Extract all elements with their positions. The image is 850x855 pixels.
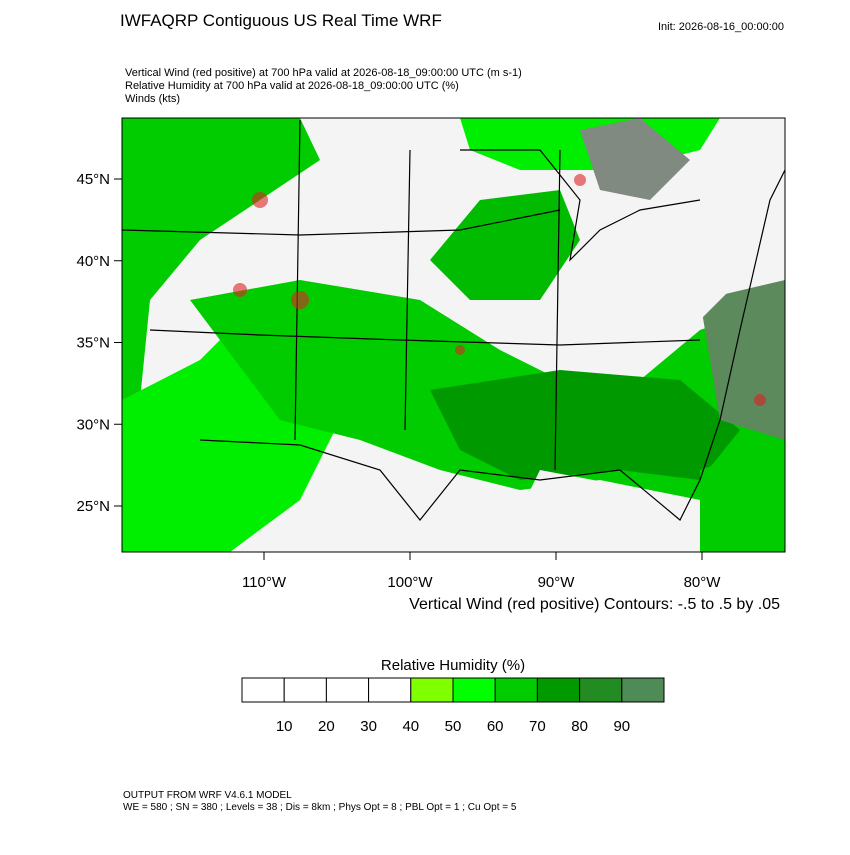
colorbar-title: Relative Humidity (%) (381, 657, 525, 674)
lon-label: 80°W (684, 574, 722, 591)
header-line: Vertical Wind (red positive) at 700 hPa … (125, 67, 522, 79)
colorbar-label: 60 (487, 718, 504, 735)
colorbar-box (452, 677, 496, 703)
colorbar-box (283, 677, 327, 703)
contour-note: Vertical Wind (red positive) Contours: -… (409, 596, 780, 613)
map-frame (121, 117, 786, 553)
footer-line: WE = 580 ; SN = 380 ; Levels = 38 ; Dis … (123, 802, 517, 813)
lon-label: 90°W (538, 574, 576, 591)
colorbar-label: 90 (613, 718, 630, 735)
lat-label: 25°N (76, 498, 110, 515)
init-time: Init: 2026-08-16_00:00:00 (658, 21, 784, 33)
colorbar-box (536, 677, 581, 703)
colorbar-box (410, 677, 454, 703)
colorbar-box (325, 677, 370, 703)
lat-label: 30°N (76, 416, 110, 433)
colorbar-box (368, 677, 412, 703)
colorbar-box (579, 677, 623, 703)
colorbar-label: 10 (276, 718, 293, 735)
footer-line: OUTPUT FROM WRF V4.6.1 MODEL (123, 790, 292, 801)
colorbar-label: 30 (360, 718, 377, 735)
colorbar-box (241, 677, 285, 703)
colorbar-label: 40 (402, 718, 419, 735)
lat-label: 35°N (76, 335, 110, 352)
map-field (122, 118, 785, 552)
colorbar-box (494, 677, 538, 703)
lat-label: 45°N (76, 171, 110, 188)
colorbar-label: 80 (571, 718, 588, 735)
title: IWFAQRP Contiguous US Real Time WRF (120, 11, 442, 30)
colorbar-label: 20 (318, 718, 335, 735)
lon-label: 110°W (242, 574, 287, 591)
colorbar-box (621, 677, 665, 703)
header-line: Relative Humidity at 700 hPa valid at 20… (125, 80, 459, 92)
colorbar-label: 50 (445, 718, 462, 735)
lon-label: 100°W (387, 574, 433, 591)
header-line: Winds (kts) (125, 93, 180, 105)
lat-label: 40°N (76, 253, 110, 270)
colorbar-label: 70 (529, 718, 546, 735)
